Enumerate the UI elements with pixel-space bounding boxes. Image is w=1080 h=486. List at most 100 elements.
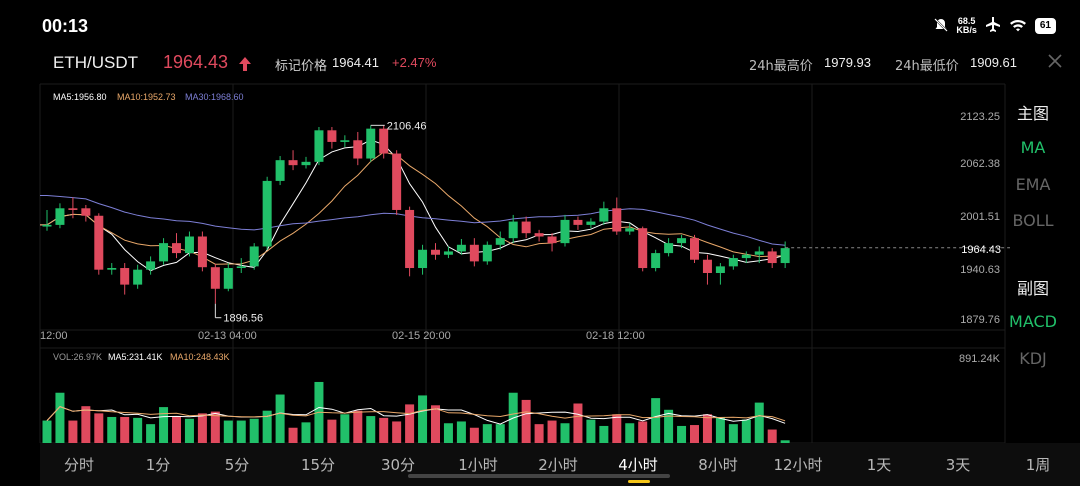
candle [521, 216, 531, 239]
interval-tab-bar [40, 443, 1080, 486]
candle [702, 254, 712, 285]
tab-8h[interactable]: 8小时 [698, 456, 738, 474]
price-tick: 2123.25 [960, 111, 1000, 123]
airplane-icon [985, 16, 1001, 36]
indicator-ema[interactable]: EMA [1015, 175, 1051, 194]
tab-timeline[interactable]: 分时 [63, 456, 95, 474]
battery-indicator: 61 [1034, 18, 1056, 34]
volume-bar [262, 410, 272, 443]
candle [159, 238, 169, 265]
tab-1h[interactable]: 1小时 [458, 456, 498, 474]
volume-bar [443, 423, 453, 443]
volume-bar [301, 422, 311, 443]
vol-legend-vol: VOL:26.97K [53, 352, 102, 362]
volume-bar [625, 423, 635, 443]
tab-30m[interactable]: 30分 [380, 456, 416, 474]
ma5-line [40, 139, 786, 272]
volume-bar [133, 417, 143, 443]
time-tick: 02-15 20:00 [392, 330, 451, 342]
volume-bar [586, 419, 596, 443]
volume-bar [664, 409, 674, 443]
candle [184, 231, 194, 257]
volume-bar [767, 429, 777, 443]
last-price: 1964.43 [163, 52, 229, 72]
candle [68, 197, 78, 219]
do-not-disturb-icon [934, 17, 949, 36]
tab-1d[interactable]: 1天 [866, 456, 892, 474]
candle [754, 246, 764, 264]
candle [495, 231, 505, 250]
time-tick: 02-18 12:00 [586, 330, 645, 342]
indicator-ma[interactable]: MA [1020, 138, 1046, 157]
candle [366, 125, 376, 162]
indicator-boll[interactable]: BOLL [1012, 211, 1054, 230]
trading-pair[interactable]: ETH/USDT [53, 53, 138, 72]
volume-bar [469, 427, 479, 443]
volume-bar [94, 413, 104, 443]
tab-4h[interactable]: 4小时 [618, 456, 658, 474]
volume-bar [392, 421, 402, 443]
volume-bar [702, 414, 712, 443]
candle [690, 234, 699, 264]
volume-bar [81, 406, 91, 443]
high-value: 1979.93 [824, 55, 871, 70]
volume-bar [405, 404, 415, 443]
volume-bar [741, 419, 751, 443]
tab-1m[interactable]: 1分 [145, 456, 171, 474]
candle [81, 204, 91, 222]
volume-bar [715, 416, 725, 443]
volume-bar [184, 418, 194, 443]
tab-3d[interactable]: 3天 [945, 456, 971, 474]
candle [340, 135, 350, 147]
candle [236, 258, 246, 274]
volume-bar [612, 414, 622, 443]
low-annotation: 1896.56 [223, 313, 263, 325]
vol-legend-ma5: MA5:231.41K [108, 352, 163, 362]
volume-bar [573, 403, 583, 443]
volume-bar [366, 416, 376, 443]
time-tick: 12:00 [40, 330, 68, 342]
candle [146, 256, 156, 275]
indicator-macd[interactable]: MACD [1009, 312, 1057, 331]
high-annotation: 2106.46 [387, 120, 427, 132]
volume-bar [638, 421, 648, 443]
candle [612, 197, 622, 235]
volume-bar [42, 420, 52, 443]
volume-bar [288, 427, 298, 443]
sub-chart-title: 副图 [1016, 279, 1049, 298]
volume-bar [146, 424, 156, 443]
volume-bar [223, 420, 233, 443]
volume-ma5-line [46, 406, 786, 425]
tab-2h[interactable]: 2小时 [538, 456, 578, 474]
home-indicator[interactable] [408, 474, 670, 478]
volume-bar [690, 425, 699, 443]
price-axis: 2123.25 2062.38 2001.51 1940.63 1879.76 [960, 111, 1000, 326]
candle [133, 264, 143, 289]
candle [197, 231, 207, 272]
volume-bar [120, 416, 130, 443]
candle [353, 131, 363, 166]
candle [172, 233, 181, 259]
volume-bar [547, 420, 557, 443]
kline-chart[interactable]: 2106.46 1896.56 2123.25 2062.38 2001.51 … [0, 0, 1080, 445]
tab-12h[interactable]: 12小时 [773, 456, 823, 474]
volume-bar [534, 424, 544, 443]
tab-5m[interactable]: 5分 [224, 456, 250, 474]
close-icon[interactable] [1046, 52, 1064, 70]
candle [625, 223, 635, 235]
candle [715, 263, 725, 285]
candle [249, 243, 259, 270]
volume-bar [728, 424, 738, 443]
candles [42, 125, 790, 304]
wifi-icon [1009, 17, 1027, 36]
tab-1w[interactable]: 1周 [1025, 456, 1051, 474]
indicator-kdj[interactable]: KDJ [1019, 349, 1047, 368]
network-speed: 68.5 KB/s [956, 16, 977, 35]
candle [431, 243, 440, 260]
candle [288, 150, 298, 171]
candle [534, 229, 544, 242]
candle [94, 213, 104, 275]
tab-15m[interactable]: 15分 [300, 456, 336, 474]
candle [664, 238, 674, 257]
candle [262, 176, 272, 250]
